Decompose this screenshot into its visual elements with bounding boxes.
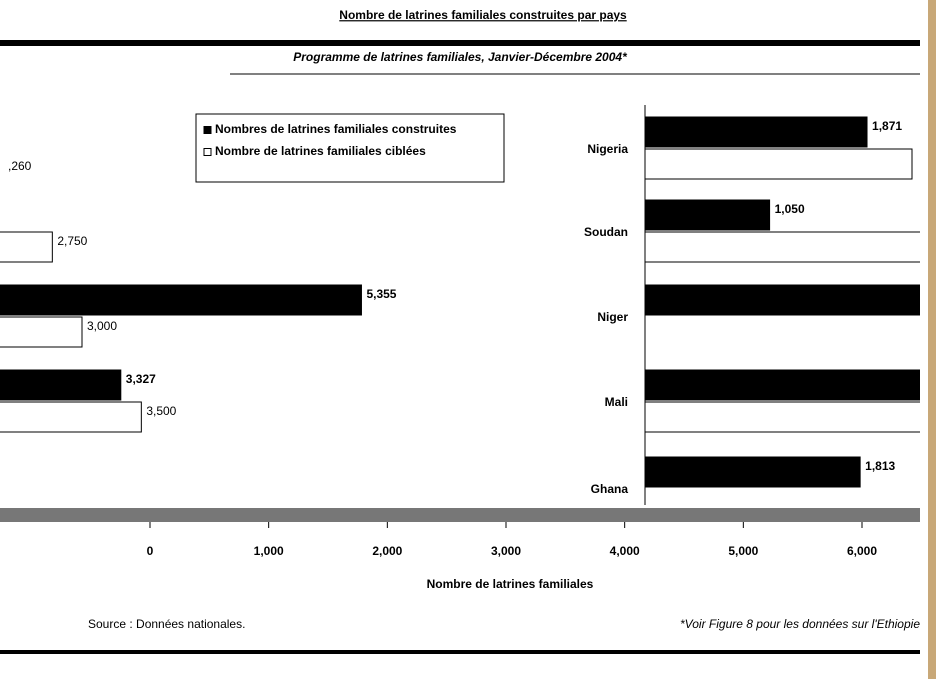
bar bbox=[644, 231, 920, 263]
bar bbox=[0, 369, 122, 401]
x-tick-label: 3,000 bbox=[491, 544, 521, 558]
band bbox=[0, 508, 920, 522]
subtitle: Programme de latrines familiales, Janvie… bbox=[293, 50, 628, 64]
y-tick-label: Ghana bbox=[591, 482, 629, 496]
x-tick-label: 0 bbox=[147, 544, 154, 558]
bar bbox=[644, 116, 868, 148]
source: Source : Données nationales. bbox=[88, 617, 245, 631]
legend-swatch bbox=[203, 148, 212, 156]
bar bbox=[0, 284, 362, 316]
data-label: 5,355 bbox=[366, 287, 396, 301]
legend-label: Nombres de latrines familiales construit… bbox=[215, 122, 457, 136]
bar bbox=[0, 316, 83, 348]
y-tick-label: Niger bbox=[597, 310, 628, 324]
annotation: ,260 bbox=[8, 159, 32, 173]
y-tick-label: Nigeria bbox=[587, 142, 628, 156]
bar bbox=[644, 148, 913, 180]
data-label: 1,871 bbox=[872, 119, 902, 133]
y-tick-label: Soudan bbox=[584, 225, 628, 239]
x-axis-label: Nombre de latrines familiales bbox=[427, 577, 594, 591]
bar bbox=[644, 401, 920, 433]
bar bbox=[644, 199, 771, 231]
band bbox=[0, 40, 920, 46]
bar bbox=[644, 369, 920, 401]
data-label: 1,050 bbox=[775, 202, 805, 216]
data-label: 2,750 bbox=[57, 234, 87, 248]
bar bbox=[0, 231, 53, 263]
x-tick-label: 2,000 bbox=[372, 544, 402, 558]
data-label: 1,813 bbox=[865, 459, 895, 473]
legend bbox=[195, 113, 505, 183]
plot: Nombre de latrines familiales construite… bbox=[0, 8, 920, 654]
y-tick-label: Mali bbox=[605, 395, 628, 409]
x-tick-label: 1,000 bbox=[254, 544, 284, 558]
chart-title: Nombre de latrines familiales construite… bbox=[339, 8, 627, 22]
bar bbox=[644, 456, 861, 488]
x-tick-label: 5,000 bbox=[728, 544, 758, 558]
legend-swatch bbox=[203, 126, 212, 134]
legend-label: Nombre de latrines familiales ciblées bbox=[215, 144, 426, 158]
x-tick-label: 6,000 bbox=[847, 544, 877, 558]
data-label: 3,000 bbox=[87, 319, 117, 333]
bar bbox=[0, 401, 142, 433]
data-label: 3,500 bbox=[146, 404, 176, 418]
note: *Voir Figure 8 pour les données sur l'Et… bbox=[680, 617, 920, 631]
band bbox=[0, 650, 920, 654]
x-tick-label: 4,000 bbox=[610, 544, 640, 558]
data-label: 3,327 bbox=[126, 372, 156, 386]
page-border bbox=[928, 0, 936, 679]
bar bbox=[644, 284, 920, 316]
